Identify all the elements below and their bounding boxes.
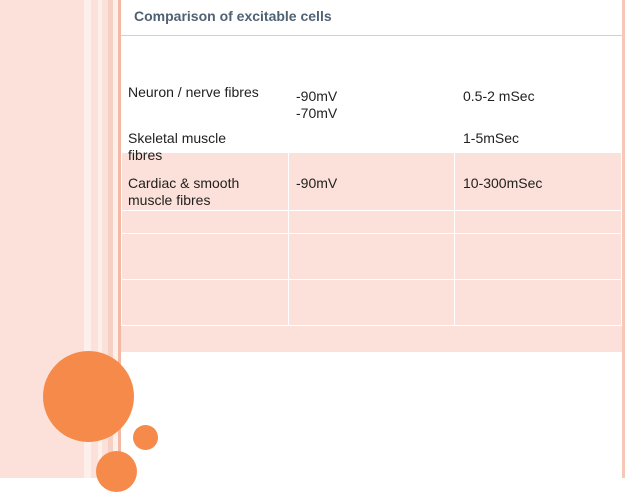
decorative-large-circle [43, 351, 134, 442]
sidebar-stripe [84, 0, 91, 478]
title-divider [121, 35, 622, 36]
decorative-medium-circle [96, 451, 137, 492]
cell-resting-potential: -90mV -70mV [296, 88, 338, 121]
table-col-divider [288, 152, 289, 325]
table-row-divider [121, 152, 622, 153]
cell-resting-potential: -90mV [296, 175, 338, 191]
cell-cell-type: Skeletal muscle fibres [128, 130, 227, 163]
sidebar-stripe [98, 0, 102, 478]
cell-duration: 0.5-2 mSec [463, 88, 535, 104]
table-col-divider [621, 152, 622, 325]
slide-title: Comparison of excitable cells [134, 8, 332, 24]
cell-duration: 10-300mSec [463, 175, 543, 191]
cell-cell-type: Neuron / nerve fibres [128, 84, 259, 100]
table-col-divider [454, 152, 455, 325]
table-row-divider [121, 325, 622, 326]
decorative-small-circle [133, 425, 158, 450]
content-left-border [118, 0, 121, 478]
cell-duration: 1-5mSec [463, 130, 520, 146]
content-right-border [622, 0, 625, 478]
table-row-divider [121, 279, 622, 280]
sidebar-stripe [108, 0, 113, 478]
sidebar-stripe [113, 0, 118, 478]
table-row-divider [121, 233, 622, 234]
cell-cell-type: Cardiac & smooth muscle fibres [128, 175, 240, 208]
table-row-divider [121, 210, 622, 211]
table-filled-area [121, 152, 622, 352]
table-col-divider [121, 152, 122, 325]
